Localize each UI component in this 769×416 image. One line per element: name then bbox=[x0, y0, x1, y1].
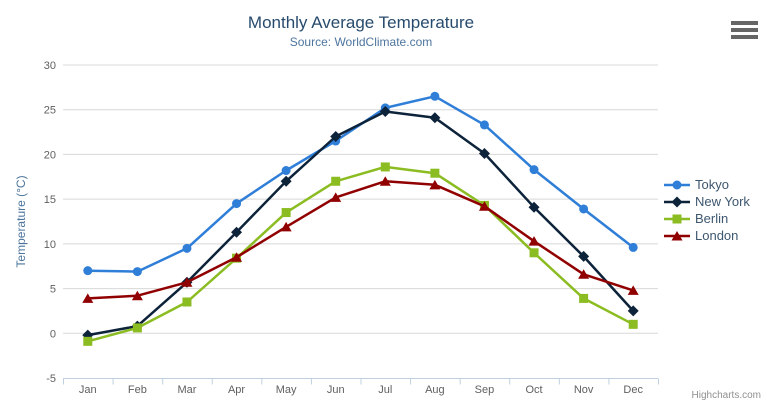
y-axis-tick-label: 15 bbox=[44, 194, 56, 206]
y-axis-tick-label: 10 bbox=[44, 239, 56, 251]
data-point-berlin-may[interactable] bbox=[281, 208, 291, 218]
x-axis-tick-label: Aug bbox=[425, 384, 445, 396]
data-point-new-york-nov[interactable] bbox=[578, 250, 590, 262]
x-axis-tick-label: Nov bbox=[574, 384, 594, 396]
data-point-new-york-dec[interactable] bbox=[627, 305, 639, 317]
legend-symbol-new-york bbox=[671, 196, 683, 207]
chart-subtitle: Source: WorldClimate.com bbox=[289, 35, 433, 49]
x-axis-tick-label: Jan bbox=[79, 384, 97, 396]
legend-symbol-london bbox=[671, 230, 683, 240]
x-axis-tick-label: Dec bbox=[623, 384, 643, 396]
data-point-berlin-feb[interactable] bbox=[132, 323, 142, 333]
data-point-berlin-jan[interactable] bbox=[83, 336, 93, 346]
data-point-london-jul[interactable] bbox=[379, 176, 391, 186]
y-axis-tick-label: 0 bbox=[50, 328, 56, 340]
circle-legend-icon bbox=[664, 180, 690, 189]
data-point-london-sep[interactable] bbox=[478, 201, 490, 211]
data-point-berlin-jun[interactable] bbox=[331, 176, 341, 186]
data-point-london-oct[interactable] bbox=[528, 236, 540, 246]
data-point-london-nov[interactable] bbox=[578, 269, 590, 279]
series-line-london[interactable] bbox=[86, 180, 635, 300]
data-point-berlin-dec[interactable] bbox=[628, 319, 638, 329]
export-menu-button[interactable] bbox=[731, 21, 758, 39]
data-point-berlin-oct[interactable] bbox=[529, 248, 539, 258]
x-axis-tick-label: Feb bbox=[128, 384, 147, 396]
y-axis-tick-label: 25 bbox=[44, 105, 56, 117]
y-axis-tick-label: 5 bbox=[50, 284, 56, 296]
series-line-berlin[interactable] bbox=[86, 165, 635, 343]
x-axis-tick-label: Oct bbox=[525, 384, 542, 396]
data-point-new-york-sep[interactable] bbox=[478, 148, 490, 160]
chart-title: Monthly Average Temperature bbox=[247, 13, 475, 32]
y-axis-tick-label: -5 bbox=[46, 373, 56, 385]
data-point-tokyo-oct[interactable] bbox=[529, 165, 539, 175]
data-point-tokyo-nov[interactable] bbox=[579, 204, 589, 214]
x-axis-tick-label: Jul bbox=[378, 384, 392, 396]
data-point-tokyo-mar[interactable] bbox=[182, 243, 192, 253]
series-line-new-york[interactable] bbox=[86, 110, 635, 337]
legend-item-label: New York bbox=[695, 194, 750, 209]
data-point-tokyo-dec[interactable] bbox=[628, 242, 638, 252]
data-point-new-york-jul[interactable] bbox=[379, 106, 391, 118]
x-axis-tick-label: Sep bbox=[475, 384, 495, 396]
data-point-new-york-jun[interactable] bbox=[330, 131, 342, 143]
series-line-tokyo[interactable] bbox=[86, 95, 635, 273]
square-legend-icon bbox=[664, 214, 690, 223]
data-point-berlin-aug[interactable] bbox=[430, 168, 440, 178]
legend-symbol-berlin bbox=[672, 214, 682, 223]
data-point-tokyo-jan[interactable] bbox=[83, 266, 93, 276]
legend-item-label: Tokyo bbox=[695, 177, 729, 192]
data-point-tokyo-may[interactable] bbox=[281, 166, 291, 176]
data-point-london-aug[interactable] bbox=[429, 179, 441, 190]
data-point-new-york-apr[interactable] bbox=[231, 226, 243, 238]
y-axis-title: Temperature (°C) bbox=[14, 175, 28, 267]
data-point-new-york-oct[interactable] bbox=[528, 201, 540, 213]
diamond-legend-icon bbox=[664, 196, 690, 207]
data-point-tokyo-aug[interactable] bbox=[430, 91, 440, 101]
x-axis-tick-label: Jun bbox=[327, 384, 345, 396]
hamburger-icon bbox=[731, 28, 758, 32]
data-point-tokyo-sep[interactable] bbox=[479, 120, 489, 130]
hamburger-icon bbox=[731, 35, 758, 39]
data-point-london-apr[interactable] bbox=[231, 252, 243, 262]
data-point-new-york-may[interactable] bbox=[280, 175, 292, 187]
legend-item-label: Berlin bbox=[695, 211, 729, 226]
data-point-berlin-nov[interactable] bbox=[579, 293, 589, 303]
legend-symbol-tokyo bbox=[672, 180, 682, 189]
triangle-legend-icon bbox=[664, 230, 690, 240]
y-axis-tick-label: 20 bbox=[44, 149, 56, 161]
data-point-berlin-jul[interactable] bbox=[380, 162, 390, 172]
y-axis-tick-label: 30 bbox=[44, 60, 56, 72]
data-point-tokyo-apr[interactable] bbox=[232, 199, 242, 209]
data-point-london-may[interactable] bbox=[280, 221, 292, 232]
legend-item-new-york[interactable]: New York bbox=[664, 193, 750, 210]
legend-item-tokyo[interactable]: Tokyo bbox=[664, 176, 750, 193]
x-axis-tick-label: Mar bbox=[177, 384, 196, 396]
data-point-london-dec[interactable] bbox=[627, 285, 639, 295]
data-point-london-jun[interactable] bbox=[330, 192, 342, 202]
data-point-berlin-mar[interactable] bbox=[182, 297, 192, 307]
credits-link[interactable]: Highcharts.com bbox=[691, 390, 761, 401]
data-point-tokyo-feb[interactable] bbox=[132, 267, 142, 277]
legend-item-label: London bbox=[695, 228, 739, 243]
legend: Tokyo New York Berlin London bbox=[664, 176, 750, 244]
x-axis-tick-label: Apr bbox=[228, 384, 245, 396]
legend-item-london[interactable]: London bbox=[664, 227, 750, 244]
data-point-new-york-aug[interactable] bbox=[429, 112, 441, 124]
data-point-london-mar[interactable] bbox=[181, 277, 193, 287]
hamburger-icon bbox=[731, 21, 758, 25]
data-point-london-jan[interactable] bbox=[82, 293, 94, 303]
x-axis-tick-label: May bbox=[276, 384, 297, 396]
legend-item-berlin[interactable]: Berlin bbox=[664, 210, 750, 227]
data-point-london-feb[interactable] bbox=[131, 290, 143, 301]
